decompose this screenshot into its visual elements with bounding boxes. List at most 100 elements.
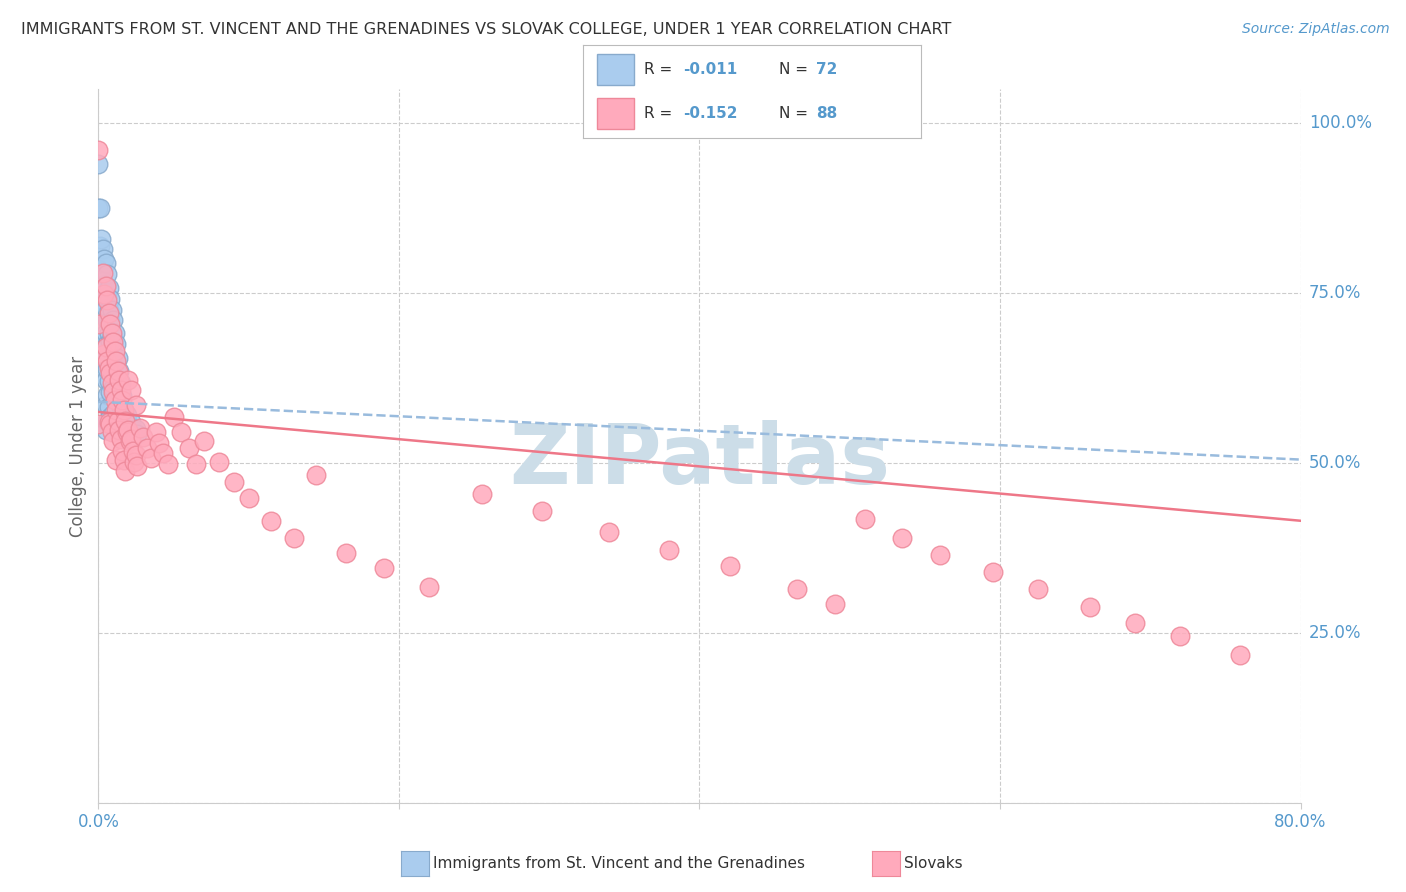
Point bbox=[112, 403, 135, 417]
Point bbox=[139, 450, 162, 465]
Point bbox=[90, 306, 112, 320]
Point bbox=[87, 317, 110, 331]
Point bbox=[100, 409, 122, 424]
Point bbox=[97, 401, 120, 415]
Point bbox=[107, 351, 129, 365]
Point bbox=[94, 279, 117, 293]
Point bbox=[101, 326, 124, 340]
Point bbox=[981, 565, 1004, 579]
Text: 88: 88 bbox=[815, 106, 837, 121]
Point bbox=[91, 242, 114, 256]
Point bbox=[105, 362, 128, 376]
Point bbox=[101, 328, 124, 343]
Point bbox=[373, 561, 395, 575]
Point bbox=[124, 455, 146, 469]
Text: 25.0%: 25.0% bbox=[1309, 624, 1361, 642]
Point bbox=[121, 383, 143, 397]
Text: 100.0%: 100.0% bbox=[1309, 114, 1372, 132]
Point bbox=[177, 441, 200, 455]
Point bbox=[118, 434, 141, 449]
Point bbox=[96, 313, 118, 327]
Point bbox=[94, 373, 117, 387]
Text: -0.152: -0.152 bbox=[683, 106, 738, 121]
Point bbox=[132, 430, 155, 444]
Point bbox=[94, 398, 117, 412]
Point bbox=[103, 381, 125, 395]
Point bbox=[853, 512, 876, 526]
Point bbox=[718, 559, 741, 574]
Point bbox=[104, 326, 127, 340]
Point bbox=[110, 401, 132, 415]
Point bbox=[598, 525, 620, 540]
Point bbox=[127, 459, 149, 474]
Point bbox=[97, 303, 120, 318]
Point bbox=[115, 409, 138, 423]
Text: Slovaks: Slovaks bbox=[904, 856, 963, 871]
Point bbox=[156, 458, 179, 472]
Point bbox=[104, 351, 127, 365]
Point bbox=[94, 255, 117, 269]
Point bbox=[418, 580, 440, 594]
Point bbox=[305, 468, 328, 483]
Point bbox=[100, 317, 122, 331]
Point bbox=[260, 514, 283, 528]
Point bbox=[97, 415, 120, 429]
Point bbox=[162, 409, 184, 424]
Point bbox=[122, 443, 145, 458]
Point bbox=[125, 448, 148, 462]
Text: 50.0%: 50.0% bbox=[1309, 454, 1361, 472]
Point bbox=[107, 414, 129, 428]
Point bbox=[105, 452, 128, 467]
Point bbox=[89, 201, 111, 215]
Point bbox=[145, 425, 167, 440]
Point bbox=[125, 422, 148, 436]
Point bbox=[193, 434, 215, 449]
Point bbox=[100, 359, 122, 374]
Point bbox=[122, 423, 145, 437]
Point bbox=[97, 360, 120, 375]
Point bbox=[87, 157, 110, 171]
Point bbox=[124, 429, 146, 443]
Point bbox=[111, 389, 134, 403]
Point bbox=[100, 313, 122, 327]
Point bbox=[222, 475, 245, 489]
Point bbox=[929, 548, 952, 562]
Point bbox=[103, 334, 125, 349]
Point bbox=[112, 452, 135, 467]
Point bbox=[104, 343, 127, 358]
Point bbox=[100, 384, 122, 399]
Point bbox=[101, 354, 124, 368]
Point bbox=[208, 455, 231, 469]
Point bbox=[93, 305, 115, 319]
Point bbox=[108, 364, 131, 378]
Point bbox=[107, 363, 129, 377]
Point bbox=[93, 277, 115, 292]
Point bbox=[96, 293, 118, 307]
Point bbox=[110, 376, 132, 390]
Y-axis label: College, Under 1 year: College, Under 1 year bbox=[69, 355, 87, 537]
Text: -0.011: -0.011 bbox=[683, 62, 737, 77]
Point bbox=[103, 334, 125, 349]
Point bbox=[97, 375, 120, 389]
Point bbox=[103, 434, 125, 449]
Point bbox=[110, 383, 132, 397]
Point bbox=[891, 531, 914, 545]
Point bbox=[103, 384, 125, 399]
Point bbox=[87, 144, 110, 158]
Point bbox=[101, 425, 124, 440]
Point bbox=[96, 337, 118, 351]
Point bbox=[1026, 582, 1049, 596]
Point bbox=[110, 432, 132, 446]
Point bbox=[105, 337, 128, 351]
Point bbox=[471, 486, 494, 500]
Point bbox=[94, 349, 117, 363]
Point bbox=[107, 376, 129, 390]
Point bbox=[93, 347, 115, 361]
Point bbox=[93, 332, 115, 346]
Point bbox=[87, 201, 110, 215]
Point bbox=[87, 262, 110, 277]
Point bbox=[108, 373, 131, 387]
Point bbox=[111, 443, 134, 458]
Point bbox=[121, 415, 143, 429]
Point bbox=[114, 414, 136, 428]
